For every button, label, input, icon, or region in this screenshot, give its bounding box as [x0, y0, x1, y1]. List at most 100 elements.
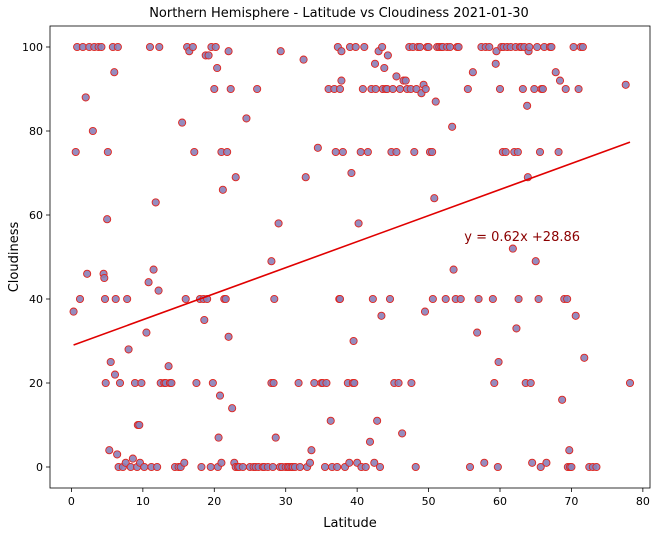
data-point [69, 307, 78, 316]
data-point [347, 168, 356, 178]
data-point [106, 357, 115, 367]
data-point [449, 265, 458, 274]
data-point [345, 458, 354, 467]
data-point [267, 257, 276, 266]
data-point [211, 42, 220, 52]
data-point [224, 332, 233, 341]
data-point [518, 84, 527, 94]
data-point [350, 378, 359, 388]
data-point [368, 294, 377, 304]
data-point [356, 147, 365, 157]
data-point [530, 84, 539, 94]
data-point [349, 336, 358, 346]
data-point [370, 59, 380, 68]
y-tick-label: 0 [36, 461, 43, 474]
data-point [188, 42, 197, 52]
data-point [190, 147, 199, 157]
data-point [145, 42, 155, 52]
data-point [542, 458, 551, 467]
data-point [536, 462, 545, 472]
data-point [276, 47, 285, 56]
data-point [213, 63, 222, 73]
regression-equation: y = 0.62x +28.86 [464, 230, 580, 245]
data-point [337, 76, 346, 85]
x-tick-label: 80 [636, 495, 650, 508]
x-axis-ticks: 0 10 20 30 40 50 60 70 80 [68, 488, 650, 508]
x-tick-label: 30 [279, 495, 293, 508]
data-point [215, 391, 225, 400]
data-point [533, 42, 542, 52]
data-point [388, 84, 397, 94]
data-point [242, 114, 251, 123]
data-point [512, 324, 521, 333]
data-point [164, 362, 173, 371]
x-axis-label: Latitude [323, 516, 377, 531]
data-point [525, 42, 534, 52]
data-point [547, 42, 556, 52]
data-point [151, 198, 160, 207]
data-point [526, 378, 535, 388]
data-point [551, 68, 560, 77]
data-point [378, 42, 387, 52]
data-point [221, 294, 230, 304]
plot-frame [49, 25, 651, 489]
y-tick-label: 40 [29, 293, 43, 306]
data-point [468, 68, 477, 77]
data-point [625, 378, 635, 388]
data-point [295, 462, 305, 472]
data-point [274, 219, 283, 228]
data-points [69, 42, 635, 472]
data-point [407, 378, 416, 388]
data-point [528, 458, 537, 467]
data-point [351, 42, 360, 52]
regression-layer [73, 141, 631, 346]
data-point [371, 84, 380, 94]
x-tick-label: 10 [136, 495, 150, 508]
data-point [491, 59, 500, 68]
data-point [445, 42, 455, 52]
data-point [142, 328, 151, 337]
data-point [226, 84, 235, 94]
data-point [361, 462, 370, 472]
data-point [113, 42, 122, 52]
data-point [101, 378, 110, 388]
data-point [373, 416, 382, 425]
data-point [294, 378, 303, 388]
x-tick-label: 50 [422, 495, 436, 508]
data-point [354, 219, 363, 228]
data-point [271, 433, 280, 442]
data-point [307, 446, 316, 455]
data-point [178, 118, 187, 127]
data-point [269, 378, 278, 388]
data-point [268, 462, 277, 472]
data-point [538, 84, 547, 94]
data-point [320, 462, 330, 472]
y-tick-label: 60 [29, 209, 43, 222]
data-point [88, 126, 97, 136]
data-point [313, 143, 322, 152]
data-point [394, 378, 403, 388]
data-point [474, 294, 483, 304]
data-point [154, 286, 163, 295]
data-point [137, 378, 146, 388]
data-point [424, 42, 433, 52]
x-tick-label: 40 [350, 495, 364, 508]
data-point [531, 257, 540, 266]
data-point [501, 147, 510, 157]
data-point [224, 47, 233, 56]
data-point [206, 462, 215, 472]
data-point [210, 84, 219, 94]
data-point [493, 462, 502, 472]
data-point [428, 147, 437, 157]
data-point [135, 420, 144, 430]
data-point [231, 173, 240, 182]
data-point [554, 147, 563, 157]
data-point [380, 63, 389, 73]
data-point [513, 147, 522, 157]
data-point [128, 454, 137, 463]
data-point [377, 311, 386, 320]
data-point [495, 84, 505, 94]
data-point [305, 458, 315, 467]
y-axis-ticks: 0 20 40 60 80 100 [22, 41, 50, 474]
data-point [508, 244, 517, 253]
